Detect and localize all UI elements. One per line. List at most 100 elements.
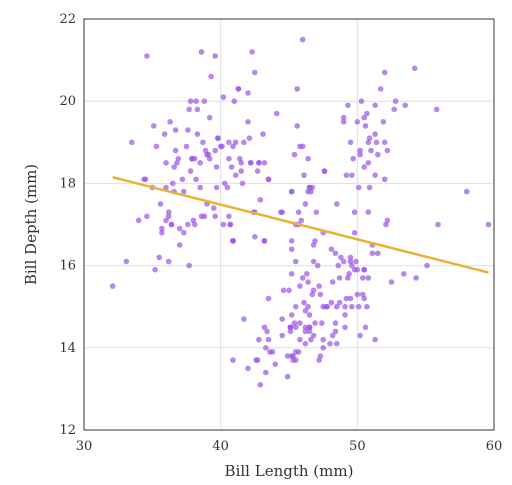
y-tick-labels: 12 14 16 18 20 22 [59,12,76,438]
data-point [317,291,324,298]
data-point [265,295,272,302]
data-point [313,209,320,215]
data-point [310,332,317,339]
data-point [373,139,380,146]
data-point [340,258,347,265]
data-point [329,332,336,339]
data-point [254,168,261,174]
data-point [200,139,206,146]
data-point [338,254,344,261]
data-point [305,188,311,195]
data-point [302,201,309,207]
data-point [366,184,373,191]
data-point [349,303,355,310]
data-point [335,262,342,269]
data-point [171,164,177,170]
data-point [368,147,374,154]
data-point [295,209,302,215]
data-point [249,49,255,55]
data-point [358,98,365,104]
data-point [297,336,303,343]
data-point [208,73,214,80]
data-point [336,299,343,306]
data-point [343,295,350,302]
data-point [293,258,299,265]
data-point [299,275,306,281]
x-tick-labels: 30 40 50 60 [76,439,503,454]
data-point [342,312,348,318]
data-point [288,271,295,277]
data-point [347,258,354,265]
plot-frame [83,18,495,431]
data-point [193,176,199,183]
data-point [135,217,142,224]
data-point [334,201,340,207]
data-point [319,320,325,326]
data-point [320,345,327,351]
data-point [381,176,388,183]
data-point [163,184,169,191]
data-point [360,275,366,281]
data-point [354,119,361,125]
data-point [257,382,264,388]
data-point [301,172,307,178]
data-point [109,283,116,289]
data-point [361,295,368,302]
x-tick-label: 30 [76,439,93,454]
data-point [265,176,272,183]
data-point [213,164,220,170]
data-point [230,238,236,244]
data-point [273,110,280,117]
y-tick-label: 18 [59,176,76,191]
data-point [257,197,264,203]
data-point [238,168,244,174]
data-point [211,205,217,211]
data-point [284,373,291,380]
data-point [369,250,376,257]
data-point [301,299,307,306]
data-point [176,242,183,248]
data-point [170,180,176,187]
data-point [365,160,372,166]
data-point [220,94,227,100]
data-point [241,316,247,322]
data-point [186,262,192,269]
data-point [167,119,173,125]
data-point [334,340,340,347]
data-point [212,53,218,59]
data-point [310,287,317,294]
data-point [247,160,254,166]
data-point [291,151,298,158]
data-point [316,283,322,289]
data-point [272,361,279,368]
data-point [332,328,339,335]
data-point [263,369,269,376]
data-point [316,357,322,363]
data-point [288,238,295,244]
data-point [375,250,381,257]
data-point [245,365,251,372]
data-point [163,217,169,224]
data-point [291,320,298,326]
data-point [161,131,168,137]
data-point [380,119,387,125]
data-point [280,287,287,294]
data-point [256,160,262,166]
data-point [287,328,294,335]
data-point [306,328,313,335]
y-axis-label: Bill Depth (mm) [22,164,40,285]
data-point [361,114,368,121]
data-point [411,65,418,72]
data-point [168,221,175,228]
data-point [232,172,239,178]
data-point [245,119,251,125]
data-point [328,299,335,306]
data-point [347,139,354,146]
data-point [388,279,395,285]
data-point [284,353,291,359]
data-point [357,332,363,339]
data-point [254,357,261,363]
data-point [228,164,235,170]
data-point [172,127,179,133]
data-point [342,303,348,310]
